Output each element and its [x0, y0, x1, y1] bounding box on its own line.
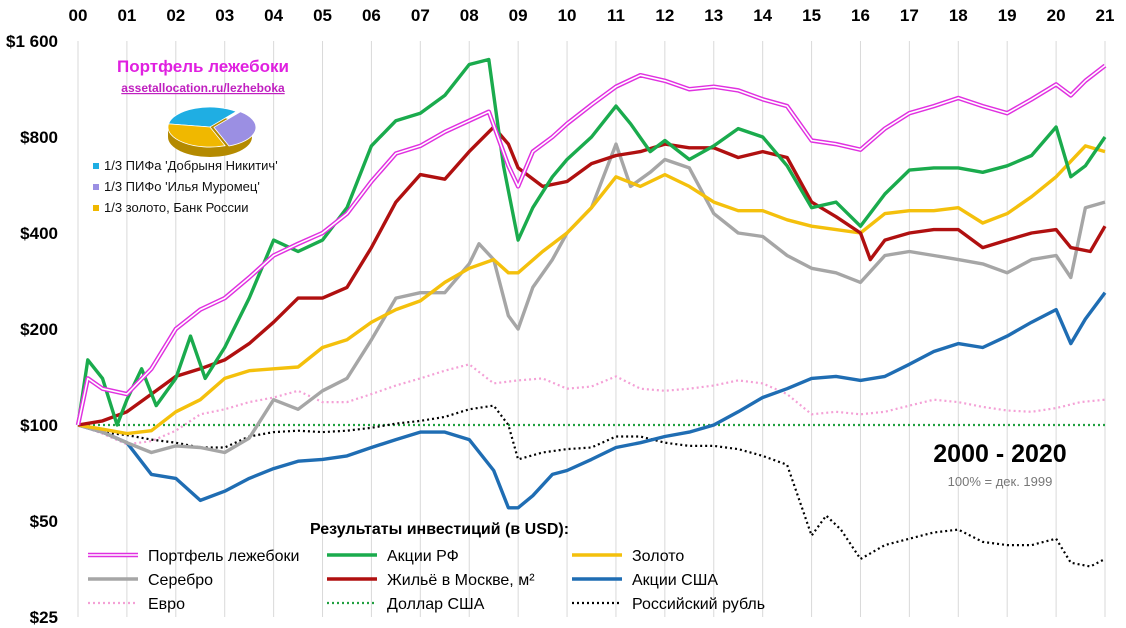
x-tick-label: 12: [655, 6, 674, 25]
x-axis-ticks: 00 01 02 03 04 05 06 07 08 09 10 11 12 13 14 15 16 17 18 19…: [69, 6, 1115, 25]
legend-title: Результаты инвестиций (в USD):: [310, 521, 569, 538]
x-tick-label: 21: [1096, 6, 1115, 25]
series-lines: [75, 57, 1107, 568]
x-tick-label: 18: [949, 6, 968, 25]
x-tick-label: 16: [851, 6, 870, 25]
x-tick-label: 09: [509, 6, 528, 25]
series-line-portfolio-inner: [77, 64, 1106, 426]
legend-label: Доллар США: [387, 596, 485, 613]
x-tick-label: 01: [117, 6, 136, 25]
x-tick-label: 04: [264, 6, 283, 25]
x-tick-label: 20: [1047, 6, 1066, 25]
legend-label: Акции США: [632, 572, 718, 589]
x-tick-label: 06: [362, 6, 381, 25]
series-3-line: [76, 57, 1107, 427]
x-tick-label: 19: [998, 6, 1017, 25]
gridlines: [77, 41, 1106, 617]
period-label: 2000 - 2020: [933, 440, 1066, 468]
component-swatch: [93, 163, 99, 169]
pie-slice-2: [213, 111, 257, 147]
legend-label: Портфель лежебоки: [148, 548, 299, 565]
x-tick-label: 03: [215, 6, 234, 25]
portfolio-pie: [167, 106, 257, 157]
y-tick-label: $800: [20, 128, 58, 147]
x-tick-label: 07: [411, 6, 430, 25]
x-tick-label: 10: [558, 6, 577, 25]
series-7-line: [77, 291, 1107, 510]
legend-label: Золото: [632, 548, 684, 565]
promo-url[interactable]: assetallocation.ru/lezheboka: [121, 81, 285, 95]
portfolio-components: 1/3 ПИФа 'Добрыня Никитич' 1/3 ПИФо 'Илья…: [93, 158, 278, 215]
legend-label: Российский рубль: [632, 596, 765, 613]
series-4-line: [77, 125, 1107, 427]
legend-label: Серебро: [148, 572, 213, 589]
x-tick-label: 08: [460, 6, 479, 25]
x-tick-label: 14: [753, 6, 772, 25]
x-tick-label: 17: [900, 6, 919, 25]
x-tick-label: 00: [69, 6, 88, 25]
component-label: 1/3 ПИФо 'Илья Муромец': [104, 179, 260, 194]
promo-title: Портфель лежебоки: [117, 57, 289, 76]
y-tick-label: $200: [20, 320, 58, 339]
x-tick-label: 11: [607, 6, 625, 25]
legend-label: Акции РФ: [387, 548, 459, 565]
legend: Результаты инвестиций (в USD): Портфель …: [88, 521, 765, 613]
y-tick-label: $25: [30, 608, 58, 627]
pie-slice-1: [167, 106, 238, 128]
promo-box: Портфель лежебоки assetallocation.ru/lez…: [93, 57, 289, 215]
base-note: 100% = дек. 1999: [948, 474, 1053, 489]
y-tick-label: $50: [30, 512, 58, 531]
x-tick-label: 02: [166, 6, 185, 25]
y-tick-label: $400: [20, 224, 58, 243]
component-swatch: [93, 205, 99, 211]
y-axis-ticks: $25 $50 $100 $200 $400 $800 $1 600: [6, 32, 58, 627]
series-8-line: [77, 404, 1106, 568]
y-tick-label: $1 600: [6, 32, 58, 51]
legend-label: Евро: [148, 596, 185, 613]
pie-slice-3: [167, 123, 226, 148]
component-swatch: [93, 184, 99, 190]
x-tick-label: 13: [704, 6, 723, 25]
component-label: 1/3 золото, Банк России: [104, 200, 248, 215]
y-tick-label: $100: [20, 416, 58, 435]
x-tick-label: 15: [802, 6, 821, 25]
legend-label: Жильё в Москве, м²: [387, 572, 535, 589]
series-6-line: [77, 144, 1106, 436]
component-label: 1/3 ПИФа 'Добрыня Никитич': [104, 158, 278, 173]
x-tick-label: 05: [313, 6, 332, 25]
